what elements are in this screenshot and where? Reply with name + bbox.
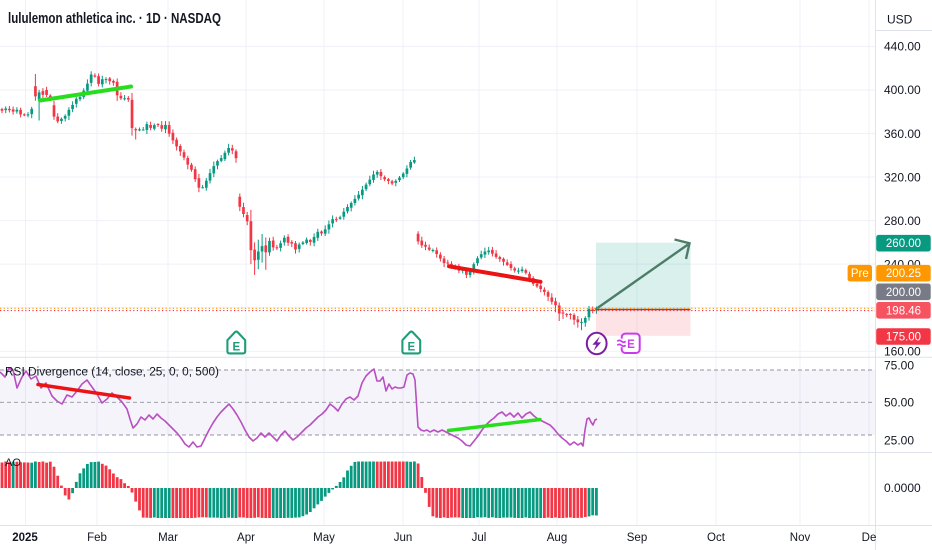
svg-text:AO: AO xyxy=(5,457,21,469)
svg-text:USD: USD xyxy=(887,13,913,27)
svg-text:E: E xyxy=(407,341,415,353)
svg-text:320.00: 320.00 xyxy=(884,170,921,184)
svg-text:0.0000: 0.0000 xyxy=(884,481,921,495)
svg-text:May: May xyxy=(313,532,335,544)
svg-text:Mar: Mar xyxy=(158,532,178,544)
svg-text:Sep: Sep xyxy=(627,532,647,544)
svg-text:lululemon athletica inc. · 1D: lululemon athletica inc. · 1D · NASDAQ xyxy=(8,10,221,27)
svg-text:175.00: 175.00 xyxy=(886,332,921,344)
svg-text:Oct: Oct xyxy=(707,532,726,544)
svg-text:Jun: Jun xyxy=(394,532,413,544)
svg-text:160.00: 160.00 xyxy=(884,344,921,358)
svg-text:440.00: 440.00 xyxy=(884,40,921,54)
svg-text:400.00: 400.00 xyxy=(884,83,921,97)
svg-text:260.00: 260.00 xyxy=(886,238,921,250)
svg-text:2025: 2025 xyxy=(12,532,38,544)
svg-text:75.00: 75.00 xyxy=(884,358,914,372)
svg-text:Nov: Nov xyxy=(790,532,811,544)
svg-text:25.00: 25.00 xyxy=(884,434,914,448)
svg-text:200.00: 200.00 xyxy=(886,287,921,299)
svg-text:E: E xyxy=(627,339,635,351)
svg-text:Jul: Jul xyxy=(472,532,487,544)
svg-text:200.25: 200.25 xyxy=(886,268,921,280)
svg-text:280.00: 280.00 xyxy=(884,214,921,228)
svg-text:E: E xyxy=(232,341,240,353)
svg-text:Aug: Aug xyxy=(547,532,567,544)
svg-text:Pre: Pre xyxy=(851,268,869,280)
svg-text:50.00: 50.00 xyxy=(884,396,914,410)
svg-text:Feb: Feb xyxy=(87,532,107,544)
svg-text:Apr: Apr xyxy=(237,532,255,544)
svg-text:360.00: 360.00 xyxy=(884,127,921,141)
svg-text:RSI Divergence (14, close, 25,: RSI Divergence (14, close, 25, 0, 0, 500… xyxy=(5,367,219,379)
svg-text:198.46: 198.46 xyxy=(886,305,921,317)
svg-text:De: De xyxy=(862,532,877,544)
